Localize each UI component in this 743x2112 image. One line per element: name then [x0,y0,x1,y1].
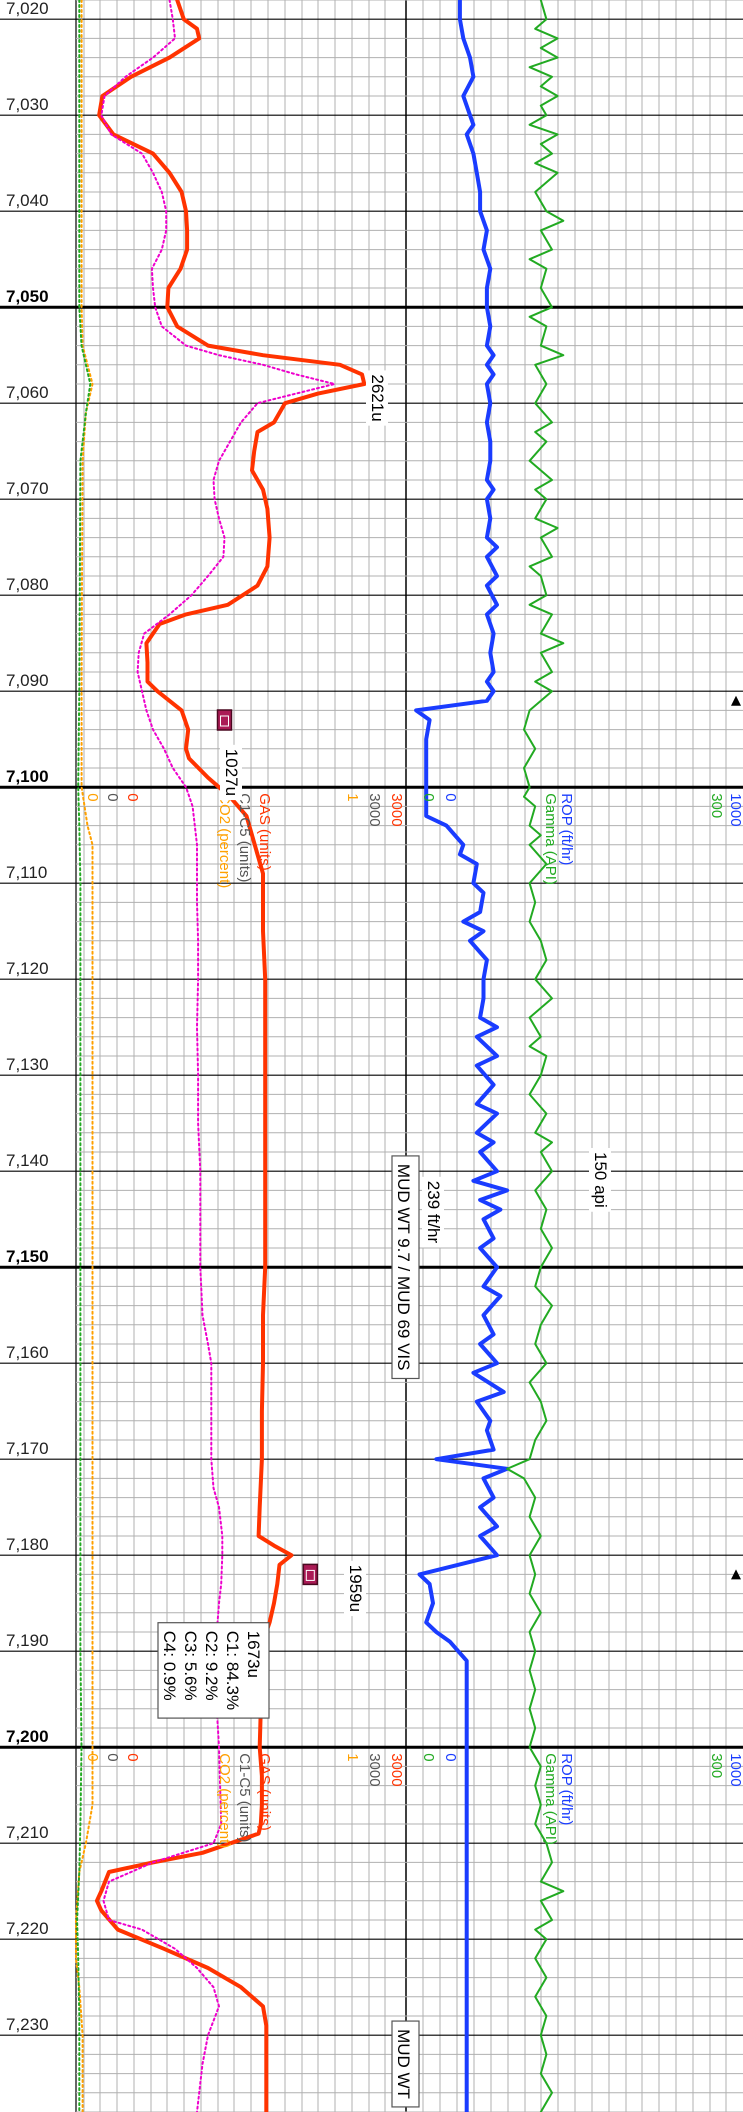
scale-label-co2_max: 1 [344,793,361,801]
annotation-bg [344,1560,366,1617]
formation-top-marker [731,1569,741,1580]
sample-marker-body [216,709,233,731]
scale-label-gamma_max: 300 [708,793,725,818]
depth-label: 7,030 [6,95,49,114]
scale-label-gas_label: GAS (units) [256,1753,273,1831]
scale-label-gamma_min: 0 [420,1753,437,1761]
scale-label-gas_min: 0 [124,793,141,801]
curve-gamma-api [506,0,565,2112]
annotation-text: 1027u [222,749,241,796]
annotation-text: 2621u [368,374,387,421]
depth-label: 7,140 [6,1151,49,1170]
note-box-line: C4: 0.9% [160,1631,179,1701]
scale-label-c1c5_label: C1-C5 (units) [236,1753,253,1842]
note-box-frame [157,1622,270,1719]
note-box-line: MUD WT 9.7 / MUD 69 VIS [394,1164,413,1371]
scale-label-c1c5_label: C1-C5 (units) [236,793,253,882]
text-layer: 7,020 7,030 7,040 7,050 7,060 7,070 7,080 7,090… [6,0,743,2108]
note-box-line: C3: 5.6% [181,1631,200,1701]
annotation-gas_1027: 1027u [220,744,242,801]
depth-label: 7,020 [6,0,49,18]
note-box-mud2: MUD WT [391,2020,420,2108]
depth-label: 7,040 [6,191,49,210]
annotation-gas_1959: 1959u [344,1560,366,1617]
depth-label: 7,170 [6,1439,49,1458]
curve-co2-percent [75,0,94,2112]
scale-label-c1c5_min: 0 [104,793,121,801]
depth-label: 7,180 [6,1535,49,1554]
annotation-bg [366,370,388,426]
depth-label: 7,050 [6,287,49,306]
scale-label-rop_max: 1000 [727,793,743,826]
depth-label: 7,080 [6,575,49,594]
scale-label-co2_label: CO2 (percent) [216,793,233,888]
curve-c1-c5-units [100,0,336,2112]
note-box-frame [391,2020,420,2108]
formation-top-marker [731,695,741,706]
scale-label-gamma_label: Gamma (API) [542,793,559,885]
depth-label: 7,200 [6,1727,49,1746]
scale-label-gamma_max: 300 [708,1753,725,1778]
depth-label: 7,150 [6,1247,49,1266]
annotation-text: 1959u [346,1565,365,1612]
depth-label: 7,100 [6,767,49,786]
depth-label: 7,230 [6,2015,49,2034]
note-box-frame [391,1155,420,1380]
scale-label-co2_min: 0 [84,1753,101,1761]
depth-label: 7,090 [6,671,49,690]
scale-label-gas_min: 0 [124,1753,141,1761]
note-box-mud1: MUD WT 9.7 / MUD 69 VIS [391,1155,420,1380]
depth-label: 7,210 [6,1823,49,1842]
depth-label: 7,120 [6,959,49,978]
sample-marker [302,1563,319,1586]
annotation-bg [220,744,242,801]
sample-marker [216,709,233,731]
scale-label-c1c5_min: 0 [104,1753,121,1761]
scale-label-c1c5_max: 3000 [366,793,383,826]
annotation-text: 150 api [591,1152,610,1208]
scale-label-gas_max: 3000 [388,1753,405,1786]
scale-label-gamma_min: 0 [420,793,437,801]
note-box-line: C1: 84.3% [223,1631,242,1710]
note-box-line: 1673u [244,1631,263,1678]
annotation-bg [422,1176,444,1248]
depth-label: 7,060 [6,383,49,402]
sample-marker-body [302,1563,319,1586]
depth-label: 7,160 [6,1343,49,1362]
scale-label-rop_label: ROP (ft/hr) [558,793,575,865]
scale-label-gas_label: GAS (units) [256,793,273,871]
depth-label: 7,110 [6,863,47,882]
scale-label-rop_max: 1000 [727,1753,743,1786]
scale-label-c1c5_max: 3000 [366,1753,383,1786]
scale-label-rop_min: 0 [442,793,459,801]
scale-label-rop_label: ROP (ft/hr) [558,1753,575,1825]
scale-label-co2_max: 1 [344,1753,361,1761]
annotation-rop_note: 239 ft/hr [422,1176,444,1248]
scale-label-rop_min: 0 [442,1753,459,1761]
annotation-gamma_note: 150 api [589,1148,611,1212]
curve-total-gas-background [76,0,92,2112]
sample-marker-inner [220,715,229,727]
scale-label-gamma_label: Gamma (API) [542,1753,559,1845]
depth-label: 7,220 [6,1919,49,1938]
scale-label-co2_label: CO2 (percent) [216,1753,233,1848]
scale-label-gas_max: 3000 [388,793,405,826]
depth-label: 7,070 [6,479,49,498]
scale-label-co2_min: 0 [84,793,101,801]
sample-marker-inner [305,1569,315,1581]
depth-label: 7,130 [6,1055,49,1074]
curve-rop-ft-hr [414,0,510,2112]
depth-label: 7,190 [6,1631,49,1650]
note-box-line: C2: 9.2% [202,1631,221,1701]
annotation-gas_peak: 2621u [366,370,388,426]
note-box-line: MUD WT [394,2029,413,2099]
annotation-bg [589,1148,611,1212]
annotation-text: 239 ft/hr [424,1181,443,1244]
